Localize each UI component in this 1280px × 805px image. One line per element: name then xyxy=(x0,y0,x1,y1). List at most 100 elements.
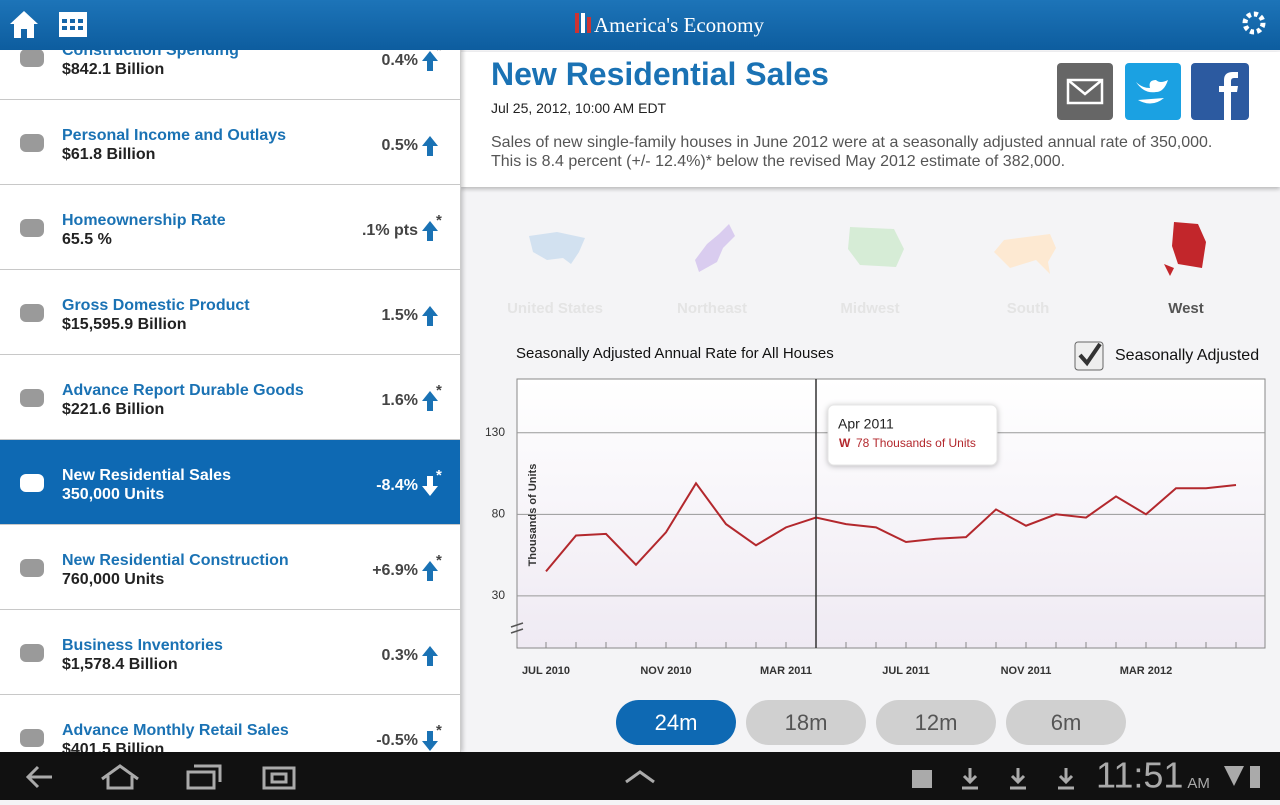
icon-shape xyxy=(20,644,44,662)
share-icons xyxy=(1057,63,1249,120)
indicator-icon xyxy=(20,389,44,407)
screenshot-button[interactable] xyxy=(262,766,296,790)
indicator-value: $842.1 Billion xyxy=(62,61,165,78)
indicator-row[interactable]: New Residential Sales 350,000 Units -8.4% * xyxy=(0,440,460,525)
home-icon[interactable] xyxy=(10,11,38,38)
indicator-icon xyxy=(20,304,44,322)
indicator-value: $1,578.4 Billion xyxy=(62,656,178,673)
y-tick-label: 130 xyxy=(485,425,505,439)
tooltip-text: 78 Thousands of Units xyxy=(856,436,976,450)
change-arrow xyxy=(422,731,438,751)
arrow-shape xyxy=(422,731,438,751)
indicator-icon xyxy=(20,49,44,67)
clock: 11:51 xyxy=(1096,755,1183,796)
arrow-shape xyxy=(422,221,438,241)
indicator-icon xyxy=(20,644,44,662)
region-label[interactable]: Northeast xyxy=(676,300,747,317)
indicator-row[interactable]: Advance Report Durable Goods $221.6 Billi… xyxy=(0,355,460,440)
settings-icon[interactable] xyxy=(1242,11,1266,35)
indicator-note: * xyxy=(436,382,442,399)
indicator-icon xyxy=(20,729,44,747)
icon-shape xyxy=(20,474,44,492)
indicator-name: New Residential Sales xyxy=(62,467,231,484)
system-bar: 11:51 AM xyxy=(0,752,1280,800)
indicator-value: 350,000 Units xyxy=(62,486,165,503)
indicator-row[interactable]: Business Inventories $1,578.4 Billion 0.3% xyxy=(0,610,460,695)
download-icons xyxy=(962,768,1074,790)
indicator-value: $61.8 Billion xyxy=(62,146,156,163)
email-button[interactable] xyxy=(1057,63,1113,120)
change-arrow xyxy=(422,561,438,581)
indicator-change: 1.6% xyxy=(381,392,418,409)
detail-date: Jul 25, 2012, 10:00 AM EDT xyxy=(491,100,667,116)
indicator-change: 1.5% xyxy=(381,307,418,324)
indicator-change: .1% pts xyxy=(361,222,418,239)
tooltip-box xyxy=(827,404,998,466)
indicator-change: 0.3% xyxy=(381,647,418,664)
system-icons: 11:51 AM xyxy=(25,755,1260,796)
indicator-row[interactable]: Advance Monthly Retail Sales $401.5 Billi… xyxy=(0,695,460,752)
range-button[interactable]: 12m xyxy=(876,700,996,745)
indicator-note: * xyxy=(436,212,442,229)
indicator-name: New Residential Construction xyxy=(62,552,289,569)
indicator-icon xyxy=(20,559,44,577)
indicator-change: -0.5% xyxy=(376,732,418,749)
indicator-change: 0.5% xyxy=(381,137,418,154)
battery-icon xyxy=(1250,766,1260,788)
recent-button[interactable] xyxy=(186,764,222,790)
change-arrow xyxy=(422,476,438,496)
change-arrow xyxy=(422,391,438,411)
detail-line: This is 8.4 percent (+/- 12.4%)* below t… xyxy=(491,153,1066,170)
arrow-shape xyxy=(422,476,438,496)
indicator-row[interactable]: Personal Income and Outlays $61.8 Billion… xyxy=(0,100,460,185)
x-tick-label: JUL 2010 xyxy=(522,665,570,677)
back-button[interactable] xyxy=(25,765,52,789)
checkbox-label[interactable]: Seasonally Adjusted xyxy=(1115,347,1259,364)
range-button[interactable]: 18m xyxy=(746,700,866,745)
menu-button[interactable] xyxy=(625,770,655,784)
indicator-name: Personal Income and Outlays xyxy=(62,127,287,144)
arrow-shape xyxy=(422,391,438,411)
indicator-row[interactable]: Gross Domestic Product $15,595.9 Billion 1… xyxy=(0,270,460,355)
indicator-name: Homeownership Rate xyxy=(62,212,226,229)
icon-shape xyxy=(20,304,44,322)
indicator-row[interactable]: Homeownership Rate 65.5 % .1% pts * xyxy=(0,185,460,270)
indicator-value: $221.6 Billion xyxy=(62,401,165,418)
region-label[interactable]: Midwest xyxy=(840,300,900,317)
region-label[interactable]: South xyxy=(1006,300,1050,317)
region-label[interactable]: United States xyxy=(507,300,603,317)
axis-break xyxy=(510,622,524,634)
map-us[interactable] xyxy=(527,228,589,270)
map-midwest[interactable] xyxy=(846,225,908,270)
map-northeast[interactable] xyxy=(693,222,737,274)
indicator-name: Advance Monthly Retail Sales xyxy=(62,722,289,739)
change-arrow xyxy=(422,646,438,666)
x-tick-label: NOV 2010 xyxy=(640,665,691,677)
indicator-value: 760,000 Units xyxy=(62,571,165,588)
region-label[interactable]: West xyxy=(1168,300,1204,317)
home-button[interactable] xyxy=(101,764,139,790)
map-west[interactable] xyxy=(1162,220,1212,278)
indicator-row[interactable]: New Residential Construction 760,000 Unit… xyxy=(0,525,460,610)
top-bar: America's Economy xyxy=(0,0,1280,50)
x-tick-label: MAR 2012 xyxy=(1120,665,1173,677)
x-tick-label: JUL 2011 xyxy=(882,665,930,677)
data-line xyxy=(545,481,1237,573)
map-south[interactable] xyxy=(992,232,1062,277)
range-button[interactable]: 24m xyxy=(616,700,736,745)
arrow-shape xyxy=(422,561,438,581)
icon-shape xyxy=(20,219,44,237)
range-button[interactable]: 6m xyxy=(1006,700,1126,745)
detail-title: New Residential Sales xyxy=(491,56,829,92)
calendar-icon[interactable] xyxy=(59,12,87,37)
indicator-icon xyxy=(20,134,44,152)
indicator-note: * xyxy=(436,722,442,739)
icon-shape xyxy=(20,729,44,747)
top-bar-icons: America's Economy xyxy=(10,11,1266,38)
clock-period: AM xyxy=(1187,775,1210,792)
y-axis-label: Thousands of Units xyxy=(527,464,539,567)
x-tick-label: NOV 2011 xyxy=(1001,665,1052,677)
indicator-note: * xyxy=(436,552,442,569)
indicator-change: +6.9% xyxy=(372,562,418,579)
